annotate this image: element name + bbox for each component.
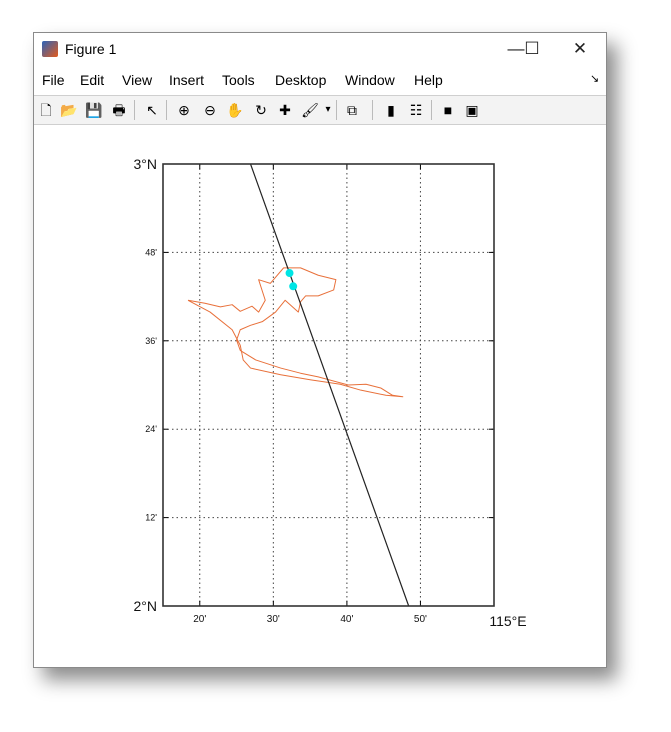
track-line	[249, 163, 410, 607]
show-plot-tools-icon[interactable]: ▣	[465, 102, 479, 118]
close-button[interactable]: ✕	[572, 39, 588, 58]
toolbar-separator	[134, 100, 135, 120]
new-figure-icon[interactable]: 🗋	[40, 102, 52, 118]
x-tick-label: 30'	[267, 614, 280, 625]
axes-background	[163, 164, 494, 606]
pan-hand-icon[interactable]: ✋	[226, 102, 244, 118]
y-tick-label: 36'	[145, 336, 157, 346]
colorbar-icon[interactable]: ▮	[387, 102, 395, 118]
toolbar-separator	[166, 100, 167, 120]
matlab-icon	[42, 41, 58, 57]
menu-desktop[interactable]: Desktop	[275, 72, 327, 88]
x-tick-label: 50'	[414, 614, 427, 625]
toolbar-separator	[431, 100, 432, 120]
rotate-3d-icon[interactable]: ↻	[255, 102, 267, 118]
print-icon[interactable]: 🖶	[112, 102, 126, 118]
zoom-in-icon[interactable]: ⊕	[178, 102, 190, 118]
zoom-out-icon[interactable]: ⊖	[204, 102, 216, 118]
toolbar-separator	[372, 100, 373, 120]
brush-icon[interactable]: 🖌	[301, 102, 319, 118]
y-tick-label: 48'	[145, 247, 157, 257]
coastline	[187, 267, 404, 398]
menu-edit[interactable]: Edit	[80, 72, 105, 88]
menu-bar: File Edit View Insert Tools Desktop Window Help…	[34, 67, 606, 93]
data-cursor-icon[interactable]: ✚	[279, 102, 291, 118]
title-bar: Figure 1 — ☐ ✕	[34, 33, 606, 65]
axes-frame	[162, 163, 495, 607]
save-icon[interactable]: 💾	[85, 102, 103, 118]
menu-tools[interactable]: Tools	[222, 72, 255, 88]
station-marker	[285, 269, 294, 278]
toolbar: 🗋 📂 💾 🖶 ↖ ⊕ ⊖ ✋ ↻ ✚ 🖌 ▾ ⧉ ▮ ☷ ■ ▣	[34, 95, 606, 125]
station-marker	[289, 282, 298, 291]
maximize-button[interactable]: ☐	[524, 39, 540, 58]
link-plot-icon[interactable]: ⧉	[347, 102, 357, 118]
window-title: Figure 1	[65, 41, 117, 57]
menu-window[interactable]: Window	[345, 72, 395, 88]
x-tick-label: 40'	[340, 614, 353, 625]
x-tick-label: 20'	[193, 614, 206, 625]
minimize-button[interactable]: —	[507, 39, 525, 58]
dock-icon[interactable]: ↘	[590, 73, 600, 85]
x-tick-label: 115°E	[489, 613, 526, 629]
menu-view[interactable]: View	[122, 72, 153, 88]
menu-help[interactable]: Help	[414, 72, 443, 88]
pointer-icon[interactable]: ↖	[146, 102, 158, 118]
y-tick-label: 2°N	[134, 598, 158, 614]
toolbar-separator	[336, 100, 337, 120]
open-file-icon[interactable]: 📂	[60, 102, 78, 118]
brush-dropdown-icon[interactable]: ▾	[325, 104, 331, 115]
y-tick-label: 3°N	[134, 156, 158, 172]
menu-insert[interactable]: Insert	[169, 72, 205, 88]
legend-icon[interactable]: ☷	[409, 102, 423, 118]
hide-plot-tools-icon[interactable]: ■	[443, 102, 453, 118]
menu-file[interactable]: File	[42, 72, 65, 88]
y-tick-label: 24'	[145, 424, 157, 434]
y-tick-label: 12'	[145, 513, 157, 523]
